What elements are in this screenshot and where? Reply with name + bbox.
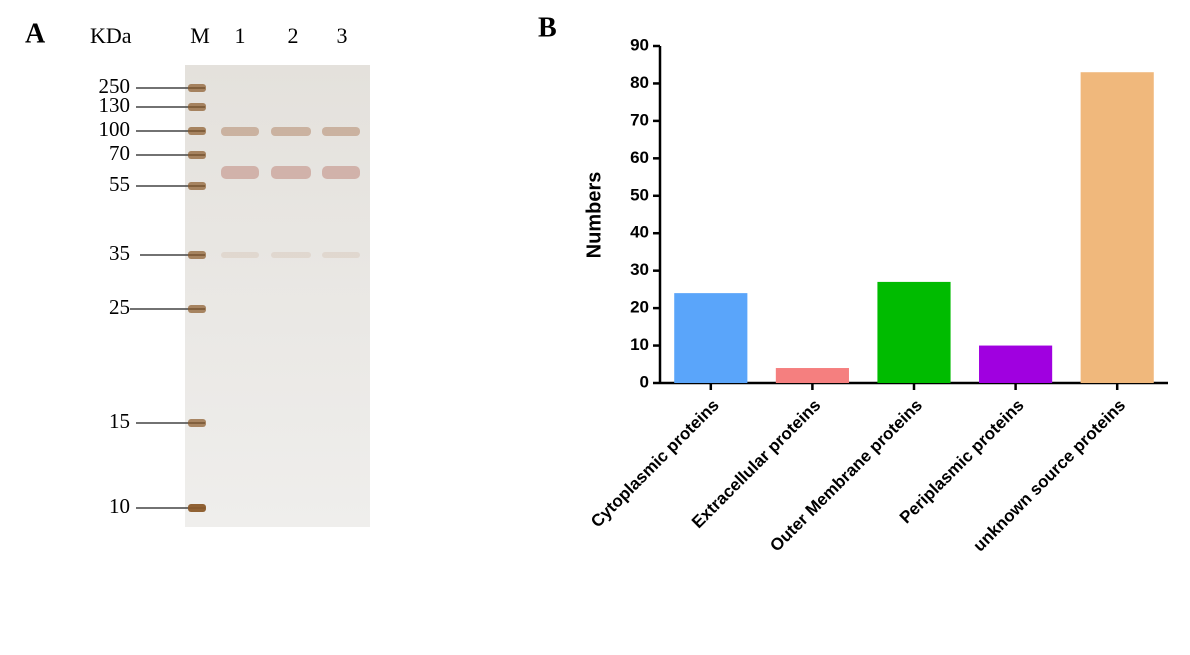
- marker-label: 100: [99, 117, 131, 141]
- y-tick-label: 70: [630, 110, 649, 129]
- sample-bands: [221, 127, 360, 258]
- y-tick-label: 0: [640, 372, 649, 391]
- y-tick-label: 80: [630, 73, 649, 92]
- lane-label: 2: [288, 23, 299, 48]
- y-tick-label: 50: [630, 185, 649, 204]
- marker-label: 25: [109, 295, 130, 319]
- marker-label: 250: [99, 74, 131, 98]
- marker-band: [188, 84, 206, 92]
- marker-band: [188, 251, 206, 259]
- y-axis-label: Numbers: [583, 172, 605, 259]
- y-tick-label: 10: [630, 335, 649, 354]
- marker-label: 10: [109, 494, 130, 518]
- marker-label: 130: [99, 93, 131, 117]
- marker-band: [188, 504, 206, 512]
- y-tick-label: 20: [630, 298, 649, 317]
- y-tick-label: 90: [630, 35, 649, 54]
- lane-label: 1: [235, 23, 246, 48]
- marker-band: [188, 419, 206, 427]
- bar: [979, 345, 1053, 383]
- marker-band: [188, 103, 206, 111]
- lane-label: 3: [337, 23, 348, 48]
- marker-label: 15: [109, 409, 130, 433]
- marker-band: [188, 305, 206, 313]
- y-tick-label: 40: [630, 223, 649, 242]
- marker-band: [188, 151, 206, 159]
- marker-label: 35: [109, 241, 130, 265]
- marker-label: 55: [109, 172, 130, 196]
- bar: [674, 293, 748, 383]
- bar: [775, 368, 849, 383]
- y-tick-label: 30: [630, 260, 649, 279]
- marker-band: [188, 127, 206, 135]
- lane-label: M: [190, 23, 210, 48]
- panel-label: B: [538, 12, 557, 43]
- gel-image: [185, 65, 370, 527]
- panel-label: A: [25, 18, 46, 49]
- marker-label: 70: [109, 141, 130, 165]
- bar: [1080, 72, 1154, 383]
- bar: [877, 281, 951, 383]
- bar-chart: B Numbers 0102030405060708090Cytoplasmic…: [538, 12, 1168, 555]
- marker-band: [188, 182, 206, 190]
- y-tick-label: 60: [630, 148, 649, 167]
- unit-label: KDa: [90, 23, 132, 48]
